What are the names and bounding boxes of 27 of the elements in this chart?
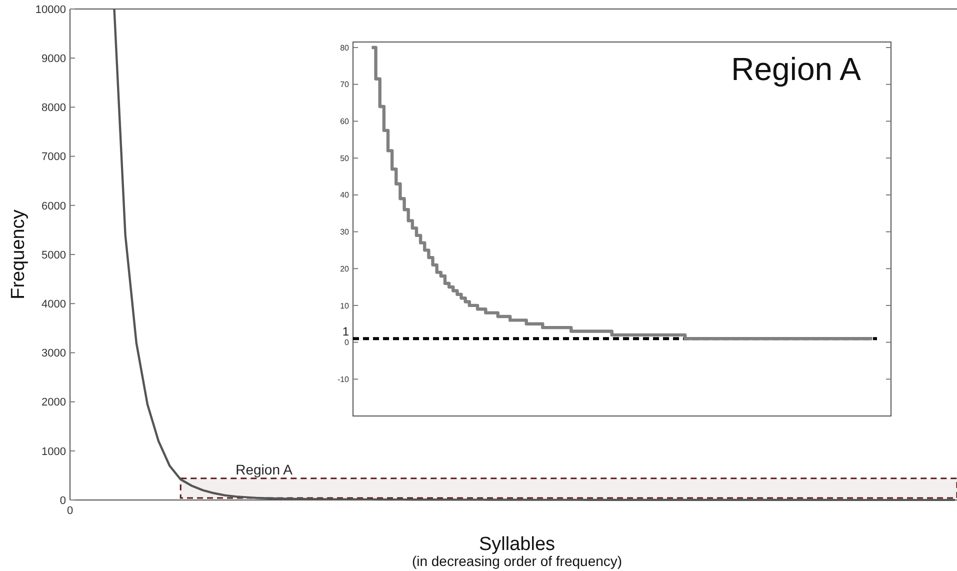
y-tick-label: 7000 <box>42 151 66 164</box>
y-tick-label: 8000 <box>42 102 66 114</box>
chart-title: Region A <box>731 51 862 87</box>
y-tick-label: 3000 <box>42 348 66 360</box>
ref-line-label: 1 <box>342 324 350 339</box>
y-tick-label: 10 <box>340 301 350 310</box>
y-tick-label: -10 <box>337 374 350 384</box>
y-tick-label: 30 <box>340 228 350 237</box>
y-tick-label: 50 <box>340 154 350 163</box>
band-label: Region A <box>236 461 294 478</box>
y-tick-label: 2000 <box>42 396 66 409</box>
y-tick-label: 1000 <box>42 446 66 458</box>
y-tick-label: 70 <box>340 80 350 90</box>
y-tick-label: 0 <box>344 338 350 348</box>
y-tick-label: 20 <box>340 264 350 274</box>
text: (in decreasing order of frequency) <box>412 553 622 569</box>
y-tick-label: 80 <box>340 43 350 52</box>
y-tick-label: 6000 <box>42 200 66 212</box>
y-tick-label: 9000 <box>42 52 66 65</box>
y-tick-label: 40 <box>340 190 350 200</box>
x-axis-title: Syllables <box>478 534 556 555</box>
y-tick-label: 4000 <box>42 298 66 310</box>
y-tick-label: 10000 <box>35 4 66 16</box>
y-tick-label: 60 <box>340 117 350 126</box>
y-tick-label: 5000 <box>42 249 66 262</box>
y-tick-label: 0 <box>60 494 66 507</box>
y-axis-title: Frequency <box>8 209 29 300</box>
